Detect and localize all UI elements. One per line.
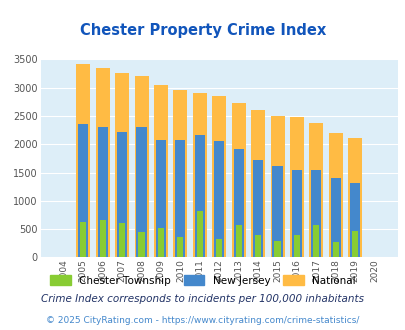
Bar [192,93,206,257]
Bar [215,239,222,257]
Bar [158,228,164,257]
Bar [177,237,183,257]
Bar [80,222,86,257]
Bar [173,90,187,257]
Bar [117,132,127,257]
Bar [347,138,361,257]
Bar [76,64,90,257]
Bar [175,140,185,257]
Bar [293,235,299,257]
Text: Chester Property Crime Index: Chester Property Crime Index [80,23,325,38]
Bar [153,85,168,257]
Bar [119,223,125,257]
Bar [254,235,260,257]
Bar [311,170,321,257]
Bar [115,73,129,257]
Bar [270,116,284,257]
Bar [332,242,338,257]
Bar [349,183,359,257]
Bar [156,140,166,257]
Bar [252,160,262,257]
Bar [196,211,202,257]
Bar [351,231,358,257]
Bar [328,133,342,257]
Bar [212,96,226,257]
Bar [96,68,109,257]
Bar [309,123,322,257]
Bar [235,225,241,257]
Bar [291,170,301,257]
Bar [330,178,340,257]
Text: Crime Index corresponds to incidents per 100,000 inhabitants: Crime Index corresponds to incidents per… [41,294,364,304]
Bar [99,220,106,257]
Bar [250,110,264,257]
Bar [136,127,146,257]
Bar [134,76,148,257]
Bar [272,166,282,257]
Bar [289,117,303,257]
Bar [313,225,319,257]
Bar [214,141,224,257]
Bar [274,241,280,257]
Bar [231,103,245,257]
Legend: Chester Township, New Jersey, National: Chester Township, New Jersey, National [46,271,359,290]
Bar [78,124,88,257]
Bar [194,135,205,257]
Text: © 2025 CityRating.com - https://www.cityrating.com/crime-statistics/: © 2025 CityRating.com - https://www.city… [46,316,359,325]
Bar [138,232,144,257]
Bar [233,149,243,257]
Bar [97,127,107,257]
